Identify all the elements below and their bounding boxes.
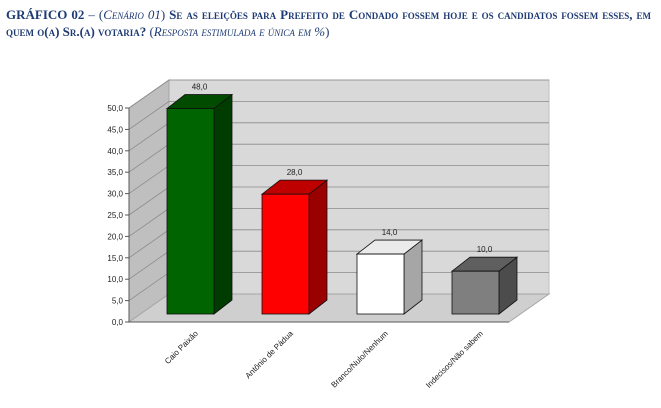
y-tick-label: 40,0 xyxy=(107,147,123,156)
data-label: 28,0 xyxy=(287,168,303,177)
bar xyxy=(165,93,234,315)
y-tick-label: 25,0 xyxy=(107,211,123,220)
y-tick-label: 15,0 xyxy=(107,254,123,263)
gridline xyxy=(128,101,549,130)
x-tick-label: Branco/Nulo/Nenhum xyxy=(329,329,390,390)
x-tick-label: Indecisos/Não sabem xyxy=(424,329,485,390)
y-tick-label: 0,0 xyxy=(112,318,124,327)
data-label: 10,0 xyxy=(477,245,493,254)
bar-front xyxy=(166,108,215,315)
bar-side xyxy=(213,93,233,315)
bar xyxy=(260,179,329,315)
question-text: Se as eleições para Prefeito de Condado … xyxy=(6,7,652,39)
y-tick-label: 30,0 xyxy=(107,190,123,199)
scenario-open: ( xyxy=(98,7,104,22)
bar-front xyxy=(261,193,310,315)
y-tick-label: 10,0 xyxy=(107,275,123,284)
title-dash: – xyxy=(88,7,95,22)
scenario-label: Cenário 01 xyxy=(103,7,161,22)
bar-front xyxy=(356,253,405,315)
bar xyxy=(450,256,519,315)
data-label: 48,0 xyxy=(192,83,208,92)
y-tick-label: 20,0 xyxy=(107,232,123,241)
chart-number: GRÁFICO 02 xyxy=(6,7,85,22)
bar-front xyxy=(451,270,500,315)
scenario-close: ) xyxy=(160,7,166,22)
note-text: Resposta estimulada e única em % xyxy=(153,24,326,39)
chart-title: GRÁFICO 02 – (Cenário 01) Se as eleições… xyxy=(6,6,651,40)
x-tick-label: Antônio de Pádua xyxy=(244,329,296,381)
data-label: 14,0 xyxy=(382,228,398,237)
x-tick-label: Caio Paixão xyxy=(163,329,200,366)
y-tick-label: 35,0 xyxy=(107,168,123,177)
bar xyxy=(355,239,424,315)
bar-side xyxy=(308,179,328,315)
gridline xyxy=(128,79,549,109)
note-open: ( xyxy=(149,24,154,39)
note-close: ) xyxy=(325,24,330,39)
y-tick-label: 50,0 xyxy=(107,104,123,113)
y-tick-label: 45,0 xyxy=(107,125,123,134)
y-tick-label: 5,0 xyxy=(112,297,124,306)
